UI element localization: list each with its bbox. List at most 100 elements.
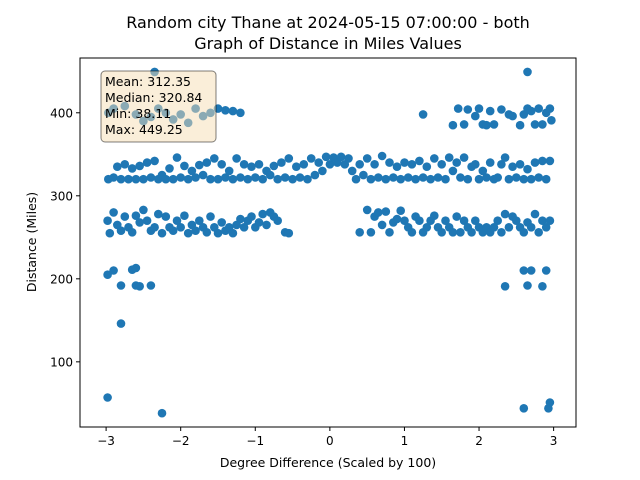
data-point-95 bbox=[295, 173, 305, 182]
data-point-150 bbox=[500, 153, 510, 162]
data-point-248 bbox=[493, 216, 503, 225]
data-point-222 bbox=[396, 206, 406, 215]
data-point-241 bbox=[467, 228, 476, 237]
data-point-60 bbox=[165, 164, 174, 173]
data-point-206 bbox=[262, 220, 271, 230]
data-point-66 bbox=[187, 166, 197, 176]
data-point-271 bbox=[116, 319, 126, 328]
data-point-164 bbox=[105, 228, 115, 238]
data-point-282 bbox=[545, 398, 555, 407]
data-point-133 bbox=[437, 160, 447, 169]
data-point-85 bbox=[258, 174, 268, 184]
data-point-31 bbox=[497, 105, 506, 114]
data-point-146 bbox=[485, 158, 495, 167]
data-point-62 bbox=[172, 153, 182, 162]
data-point-22 bbox=[453, 104, 463, 113]
data-point-91 bbox=[280, 173, 290, 182]
data-point-136 bbox=[448, 166, 458, 176]
data-point-39 bbox=[534, 104, 543, 113]
data-point-114 bbox=[366, 174, 376, 184]
data-point-28 bbox=[482, 120, 491, 130]
data-point-216 bbox=[374, 208, 383, 217]
data-point-42 bbox=[545, 104, 555, 113]
data-point-158 bbox=[530, 158, 540, 167]
data-point-213 bbox=[362, 205, 372, 215]
data-point-125 bbox=[407, 160, 417, 169]
data-point-128 bbox=[418, 173, 428, 182]
data-point-145 bbox=[482, 173, 491, 182]
data-point-76 bbox=[224, 166, 234, 176]
data-point-168 bbox=[120, 212, 130, 221]
data-point-72 bbox=[210, 154, 219, 163]
data-point-65 bbox=[183, 174, 193, 184]
chart-title-line1: Random city Thane at 2024-05-15 07:00:00… bbox=[126, 13, 530, 32]
data-point-217 bbox=[377, 220, 387, 230]
data-point-118 bbox=[381, 174, 391, 184]
data-point-25 bbox=[471, 111, 480, 121]
data-point-155 bbox=[519, 174, 529, 184]
data-point-278 bbox=[538, 282, 547, 291]
data-point-54 bbox=[142, 158, 152, 167]
data-point-142 bbox=[471, 160, 480, 169]
data-point-152 bbox=[508, 162, 517, 171]
x-tick-label: 2 bbox=[475, 434, 483, 448]
data-point-111 bbox=[355, 160, 365, 169]
data-point-261 bbox=[541, 223, 551, 232]
data-point-170 bbox=[127, 228, 137, 237]
data-point-167 bbox=[116, 226, 126, 235]
data-point-70 bbox=[202, 158, 212, 167]
data-point-177 bbox=[154, 209, 163, 219]
data-point-131 bbox=[430, 154, 439, 163]
data-point-259 bbox=[534, 228, 543, 237]
data-point-267 bbox=[131, 263, 141, 273]
data-point-173 bbox=[139, 205, 148, 215]
data-point-126 bbox=[411, 174, 420, 184]
data-point-24 bbox=[463, 105, 473, 114]
data-point-93 bbox=[288, 174, 297, 184]
data-point-48 bbox=[120, 160, 130, 169]
data-point-200 bbox=[239, 223, 249, 232]
data-point-202 bbox=[247, 212, 256, 221]
data-point-33 bbox=[508, 111, 517, 121]
data-point-273 bbox=[157, 408, 167, 418]
data-point-56 bbox=[150, 156, 159, 166]
data-point-171 bbox=[131, 211, 141, 220]
data-point-221 bbox=[392, 214, 402, 224]
data-point-255 bbox=[519, 228, 529, 237]
data-point-238 bbox=[456, 228, 465, 237]
x-axis-label: Degree Difference (Scaled by 100) bbox=[220, 455, 436, 470]
data-point-26 bbox=[474, 104, 484, 113]
data-point-231 bbox=[430, 211, 439, 220]
data-point-265 bbox=[116, 281, 126, 290]
x-tick-label: 1 bbox=[401, 434, 409, 448]
data-point-61 bbox=[168, 174, 178, 184]
data-point-237 bbox=[452, 212, 462, 221]
data-point-205 bbox=[258, 209, 268, 219]
data-point-120 bbox=[389, 173, 398, 182]
data-point-144 bbox=[478, 166, 488, 176]
data-point-110 bbox=[351, 174, 361, 184]
data-point-269 bbox=[135, 282, 144, 291]
data-point-69 bbox=[198, 170, 208, 180]
stats-mean: Mean: 312.35 bbox=[105, 74, 191, 89]
data-point-63 bbox=[176, 173, 185, 182]
data-point-108 bbox=[344, 154, 353, 163]
data-point-211 bbox=[284, 228, 294, 238]
data-point-172 bbox=[135, 218, 144, 227]
data-point-193 bbox=[213, 228, 223, 238]
data-point-21 bbox=[448, 120, 458, 130]
data-point-23 bbox=[459, 120, 469, 129]
data-point-47 bbox=[116, 174, 126, 184]
x-tick-label: −2 bbox=[172, 434, 190, 448]
data-point-157 bbox=[526, 174, 536, 184]
data-point-219 bbox=[385, 228, 394, 237]
data-point-99 bbox=[310, 170, 320, 180]
data-point-77 bbox=[228, 174, 238, 184]
data-point-103 bbox=[325, 160, 335, 169]
data-point-52 bbox=[135, 161, 144, 171]
data-point-280 bbox=[519, 404, 529, 413]
data-point-153 bbox=[512, 173, 521, 182]
chart-title-line2: Graph of Distance in Miles Values bbox=[194, 34, 462, 53]
data-point-214 bbox=[366, 228, 376, 237]
data-point-34 bbox=[515, 120, 525, 130]
